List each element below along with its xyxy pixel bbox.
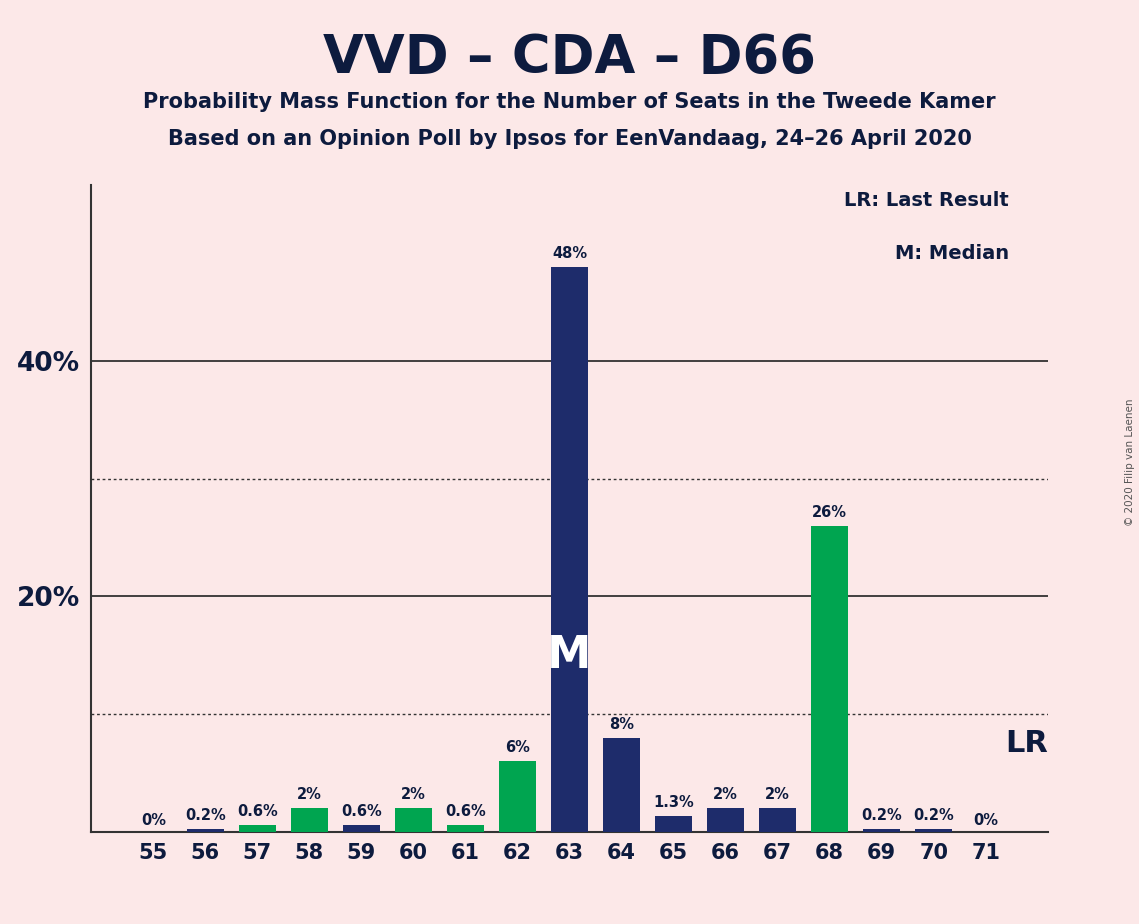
Text: 0%: 0% [141, 813, 166, 828]
Bar [239, 824, 276, 832]
Text: 0.6%: 0.6% [237, 804, 278, 819]
Bar [290, 808, 328, 832]
Text: Based on an Opinion Poll by Ipsos for EenVandaag, 24–26 April 2020: Based on an Opinion Poll by Ipsos for Ee… [167, 129, 972, 150]
Bar [395, 808, 432, 832]
Text: VVD – CDA – D66: VVD – CDA – D66 [323, 32, 816, 84]
Text: 0.6%: 0.6% [341, 804, 382, 819]
Text: Probability Mass Function for the Number of Seats in the Tweede Kamer: Probability Mass Function for the Number… [144, 92, 995, 113]
Bar [863, 829, 900, 832]
Text: 0.2%: 0.2% [861, 808, 902, 823]
Bar [603, 737, 640, 832]
Text: 0%: 0% [973, 813, 998, 828]
Bar [811, 526, 849, 832]
Text: 6%: 6% [505, 740, 530, 755]
Text: 48%: 48% [552, 246, 587, 261]
Text: 8%: 8% [609, 717, 634, 732]
Text: 0.2%: 0.2% [913, 808, 954, 823]
Bar [446, 824, 484, 832]
Text: 2%: 2% [297, 787, 322, 802]
Text: M: Median: M: Median [895, 244, 1009, 262]
Bar [707, 808, 744, 832]
Text: LR: LR [1006, 729, 1048, 758]
Bar [551, 267, 588, 832]
Text: 0.6%: 0.6% [445, 804, 486, 819]
Text: 2%: 2% [765, 787, 790, 802]
Bar [343, 824, 380, 832]
Text: M: M [548, 634, 591, 676]
Text: 0.2%: 0.2% [185, 808, 226, 823]
Text: 2%: 2% [401, 787, 426, 802]
Bar [759, 808, 796, 832]
Bar [499, 761, 536, 832]
Text: 2%: 2% [713, 787, 738, 802]
Text: 26%: 26% [812, 505, 847, 520]
Bar [655, 816, 693, 832]
Text: 1.3%: 1.3% [653, 796, 694, 810]
Text: © 2020 Filip van Laenen: © 2020 Filip van Laenen [1125, 398, 1134, 526]
Bar [187, 829, 224, 832]
Bar [915, 829, 952, 832]
Text: LR: Last Result: LR: Last Result [844, 190, 1009, 210]
